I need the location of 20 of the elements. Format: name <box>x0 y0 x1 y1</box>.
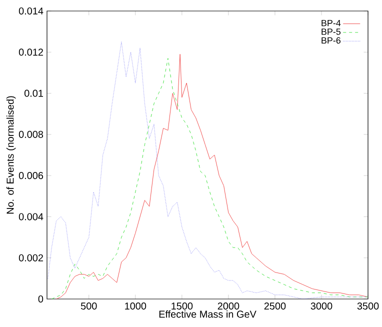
y-axis-title: No. of Events (normalised) <box>6 96 16 214</box>
legend-label: BP-4 <box>322 20 341 26</box>
legend-label: BP-5 <box>322 28 341 35</box>
x-tick-label: 500 <box>80 302 97 310</box>
legend-label: BP-6 <box>322 37 340 44</box>
x-axis-title: Effective Mass in GeV <box>159 310 256 318</box>
x-tick-label: 3500 <box>357 302 379 310</box>
y-tick-label: 0 <box>38 295 44 303</box>
y-tick-label: 0.014 <box>18 7 44 15</box>
x-tick-label: 1500 <box>172 302 193 310</box>
y-tick-label: 0.008 <box>18 130 44 138</box>
y-tick-label: 0.006 <box>18 172 44 180</box>
y-tick-label: 0.002 <box>18 254 43 262</box>
x-tick-label: 1000 <box>125 302 146 310</box>
y-tick-label: 0.01 <box>24 90 43 97</box>
x-tick-label: 2500 <box>264 302 286 310</box>
x-tick-label: 3000 <box>310 302 332 310</box>
y-tick-label: 0.004 <box>18 213 44 220</box>
y-tick-label: 0.012 <box>18 48 43 56</box>
x-tick-label: 2000 <box>218 302 240 310</box>
